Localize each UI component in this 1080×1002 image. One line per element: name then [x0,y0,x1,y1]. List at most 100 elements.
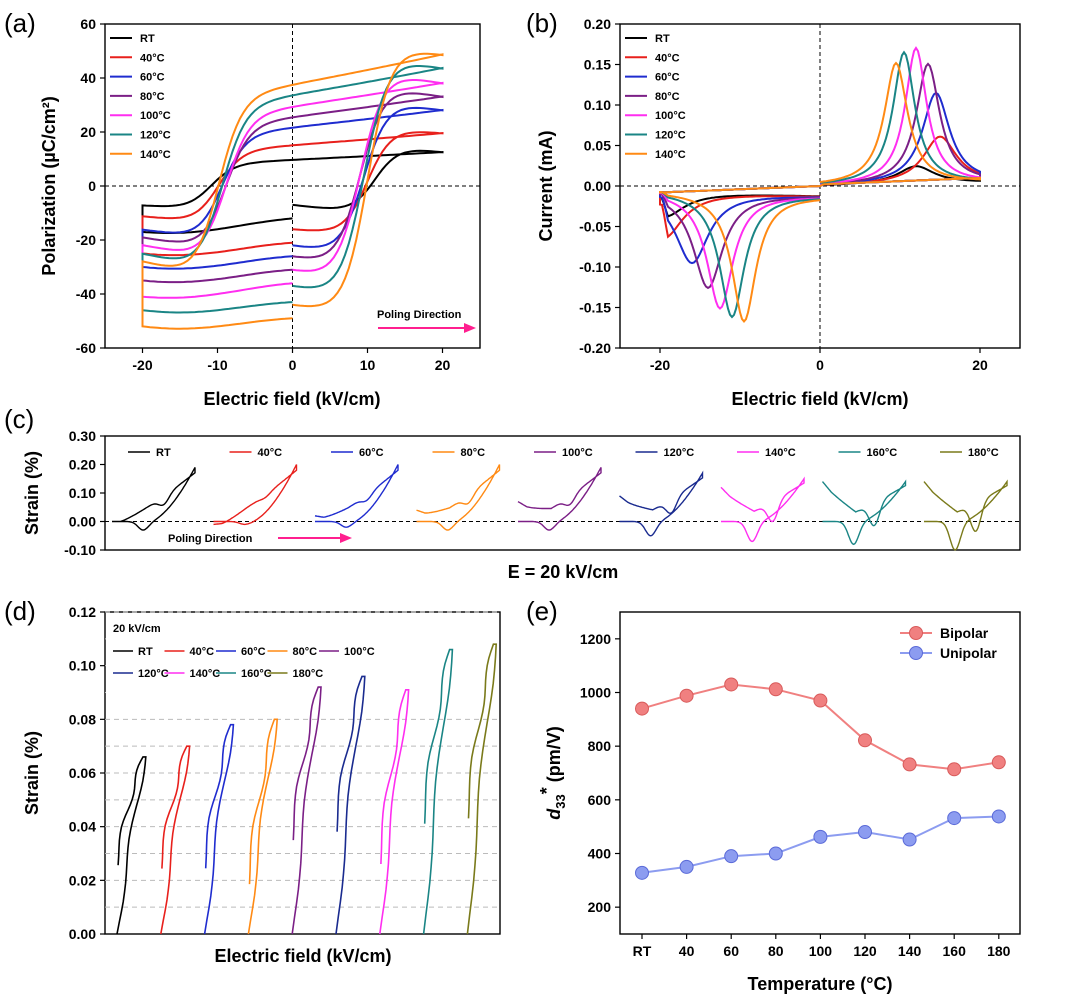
data-point [991,755,1006,770]
series-line [517,467,602,531]
panel-label: (a) [4,8,36,38]
y-tick-label: 0.10 [69,485,96,501]
y-axis-label-part: (pm/V) [544,726,564,787]
series-line [720,476,805,543]
legend-marker [909,626,923,640]
panel-b: -20 0 20 -0.20 -0.15 -0.10 -0.05 0.00 0.05 0.10 0.… [526,8,1021,409]
legend-label: Unipolar [940,645,997,661]
panel-a: -20 -10 0 10 20 -60 -40 -20 0 20 40 60 Electric fiel… [4,8,481,409]
y-axis-label: d33* (pm/V) [537,726,568,819]
series-line [141,52,444,330]
y-tick-label: -0.05 [579,219,611,235]
series-line [659,61,981,323]
y-tick-label: 0.08 [69,711,96,727]
legend-label: 120°C [138,668,169,680]
x-tick-label: 20 [972,357,988,373]
x-tick-label: 20 [435,357,451,373]
y-tick-label: 0.00 [69,514,96,530]
data-point [991,809,1006,824]
x-axis-label: Temperature (°C) [748,974,893,994]
legend-label: RT [138,646,153,658]
legend-label: 60°C [241,646,266,658]
x-axis-label: Electric field (kV/cm) [203,389,380,409]
series-line [141,106,444,270]
legend-label: 120°C [140,130,171,142]
y-tick-label: 0.00 [69,926,96,942]
legend-label: 120°C [664,447,695,459]
legend-label: 100°C [655,110,686,122]
y-tick-label: -20 [76,232,96,248]
panel-label: (c) [4,404,34,434]
legend-label: 180°C [968,447,999,459]
series-line [379,689,410,935]
legend-label: RT [156,447,171,459]
x-tick-label: 60 [723,943,739,959]
y-tick-label: 20 [80,124,96,140]
series-line [821,479,907,546]
y-tick-label: -0.10 [579,259,611,275]
x-tick-label: -10 [207,357,227,373]
y-axis-label: Strain (%) [22,731,42,815]
legend-backdrop [106,613,499,693]
y-tick-label: 600 [588,792,612,808]
y-tick-label: 0.30 [69,428,96,444]
legend-label: 40°C [190,646,215,658]
x-tick-label: RT [633,943,652,959]
y-axis-label-part: 33 [553,794,568,808]
legend-label: 80°C [293,646,318,658]
legend-label: 40°C [258,447,283,459]
data-point [724,849,739,864]
x-tick-label: 0 [289,357,297,373]
x-axis-label: Electric field (kV/cm) [214,946,391,966]
legend-label: 80°C [461,447,486,459]
data-point [768,682,783,697]
y-tick-label: 0.05 [584,138,611,154]
panel-c: -0.10 0.00 0.10 0.20 0.30 Strain (%) (c) E = 20… [4,404,1021,582]
legend-label: 140°C [655,149,686,161]
series-line [923,479,1008,551]
caption: E = 20 kV/cm [508,562,619,582]
y-tick-label: -0.15 [579,300,611,316]
legend-label: 80°C [140,91,165,103]
legend-label: 100°C [344,646,375,658]
legend-label: 140°C [765,447,796,459]
y-tick-label: 1200 [580,631,611,647]
series-line [112,467,196,531]
series-line [203,723,235,935]
chart-title: 20 kV/cm [113,623,161,635]
y-tick-label: 40 [80,70,96,86]
panel-label: (b) [526,8,558,38]
y-tick-label: -0.10 [64,542,96,558]
legend-label: 140°C [140,149,171,161]
y-tick-label: 0.00 [584,178,611,194]
legend-label: 40°C [655,52,680,64]
y-tick-label: 0.20 [584,16,611,32]
series-line [141,65,444,314]
data-point [813,693,828,708]
y-tick-label: 800 [588,738,612,754]
y-axis-label: Current (mA) [536,130,556,241]
x-tick-label: 0 [816,357,824,373]
y-tick-label: 0.10 [69,658,96,674]
y-tick-label: 0.20 [69,457,96,473]
series-line [141,79,444,299]
data-point [858,733,872,748]
series-line [141,92,444,284]
y-tick-label: 0.06 [69,765,96,781]
annotation: Poling Direction [377,309,462,321]
y-tick-label: 1000 [580,685,611,701]
y-axis-label: Strain (%) [22,451,42,535]
data-point [902,757,917,772]
legend-label: 160°C [867,447,898,459]
panel-e: 200 400 600 800 1000 1200 RT 40 60 80 100 120 140 160… [526,596,1021,994]
legend-label: 100°C [562,447,593,459]
y-tick-label: 0.12 [69,604,96,620]
data-point [635,701,649,716]
legend-label: 180°C [293,668,324,680]
series-line [247,718,279,935]
data-point [635,865,649,880]
panel-d: 0.00 0.02 0.04 0.06 0.08 0.10 0.12 Electric fie… [4,596,501,966]
panel-label: (d) [4,596,36,626]
y-tick-label: 400 [588,846,612,862]
y-tick-label: 0.04 [69,819,96,835]
